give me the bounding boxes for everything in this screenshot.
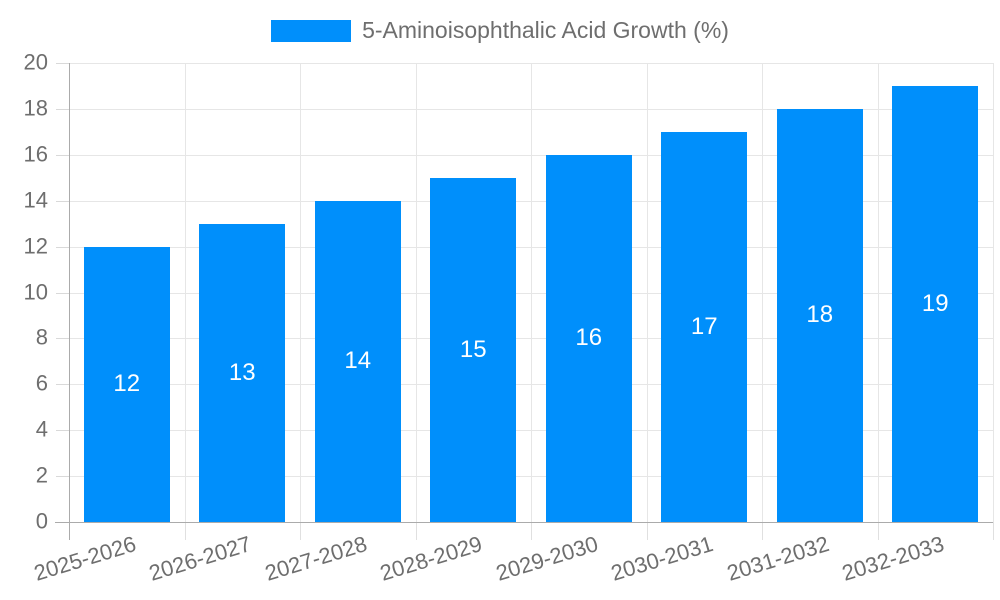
x-tick: [531, 522, 532, 540]
y-axis-label: 16: [23, 141, 48, 167]
y-axis-label: 10: [23, 279, 48, 305]
bar-2032-2033[interactable]: [892, 85, 979, 522]
y-tick: [56, 154, 69, 156]
y-tick: [56, 63, 69, 64]
x-gridline: [415, 63, 417, 522]
x-axis-label: 2027-2028: [261, 531, 370, 586]
bar-value-label: 13: [228, 358, 256, 386]
bar-value-label: 18: [806, 301, 834, 329]
bar-2027-2028[interactable]: [314, 200, 401, 522]
x-axis-label: 2028-2029: [377, 531, 485, 586]
bar-value-label: 19: [921, 289, 949, 317]
x-gridline: [877, 63, 879, 522]
y-axis-label: 4: [35, 416, 48, 442]
y-axis-label: 20: [23, 49, 48, 75]
y-axis-label: 6: [35, 370, 48, 396]
y-axis-line: [69, 63, 70, 540]
x-axis-label: 2031-2032: [723, 531, 832, 586]
y-axis-label: 2: [35, 462, 48, 488]
x-gridline: [646, 63, 648, 522]
x-axis-label: 2030-2031: [608, 531, 716, 586]
y-axis-label: 14: [23, 187, 48, 213]
bar-value-label: 17: [690, 312, 718, 340]
y-tick: [56, 246, 69, 248]
bar-value-label: 15: [459, 335, 487, 363]
y-axis-label: 18: [23, 95, 48, 121]
x-gridline: [993, 63, 994, 522]
legend-swatch-icon: [271, 19, 352, 42]
chart-legend[interactable]: 5-Aminoisophthalic Acid Growth (%): [0, 17, 1000, 44]
bar-2025-2026[interactable]: [83, 246, 170, 522]
bar-value-label: 16: [575, 324, 603, 352]
y-tick: [56, 476, 69, 478]
x-gridline: [762, 63, 763, 522]
x-axis-line: [55, 522, 993, 523]
x-gridline: [531, 63, 532, 522]
x-axis-label: 2025-2026: [30, 531, 139, 586]
y-axis-label: 12: [23, 233, 48, 259]
y-tick: [56, 430, 69, 432]
y-tick: [56, 200, 69, 202]
y-tick: [56, 338, 69, 340]
y-tick: [56, 108, 69, 110]
bar-2028-2029[interactable]: [430, 177, 517, 522]
x-gridline: [184, 63, 186, 522]
x-tick: [993, 522, 994, 540]
x-tick: [877, 522, 879, 540]
x-tick: [300, 522, 301, 540]
bar-2029-2030[interactable]: [545, 154, 632, 522]
y-tick: [56, 292, 69, 294]
bar-value-label: 14: [344, 347, 372, 375]
y-axis-label: 0: [35, 508, 48, 534]
x-tick: [762, 522, 763, 540]
x-axis-label: 2029-2030: [492, 531, 601, 586]
x-tick: [646, 522, 648, 540]
x-tick: [184, 522, 186, 540]
bar-2026-2027[interactable]: [199, 223, 286, 522]
x-axis-label: 2032-2033: [839, 531, 947, 586]
x-tick: [415, 522, 417, 540]
bar-value-label: 12: [113, 370, 141, 398]
x-axis-label: 2026-2027: [146, 531, 254, 586]
legend-label: 5-Aminoisophthalic Acid Growth (%): [362, 17, 729, 43]
y-axis-label: 8: [35, 324, 48, 350]
x-gridline: [300, 63, 301, 522]
bar-2031-2032[interactable]: [776, 108, 863, 522]
y-tick: [56, 384, 69, 386]
bar-2030-2031[interactable]: [661, 131, 748, 522]
